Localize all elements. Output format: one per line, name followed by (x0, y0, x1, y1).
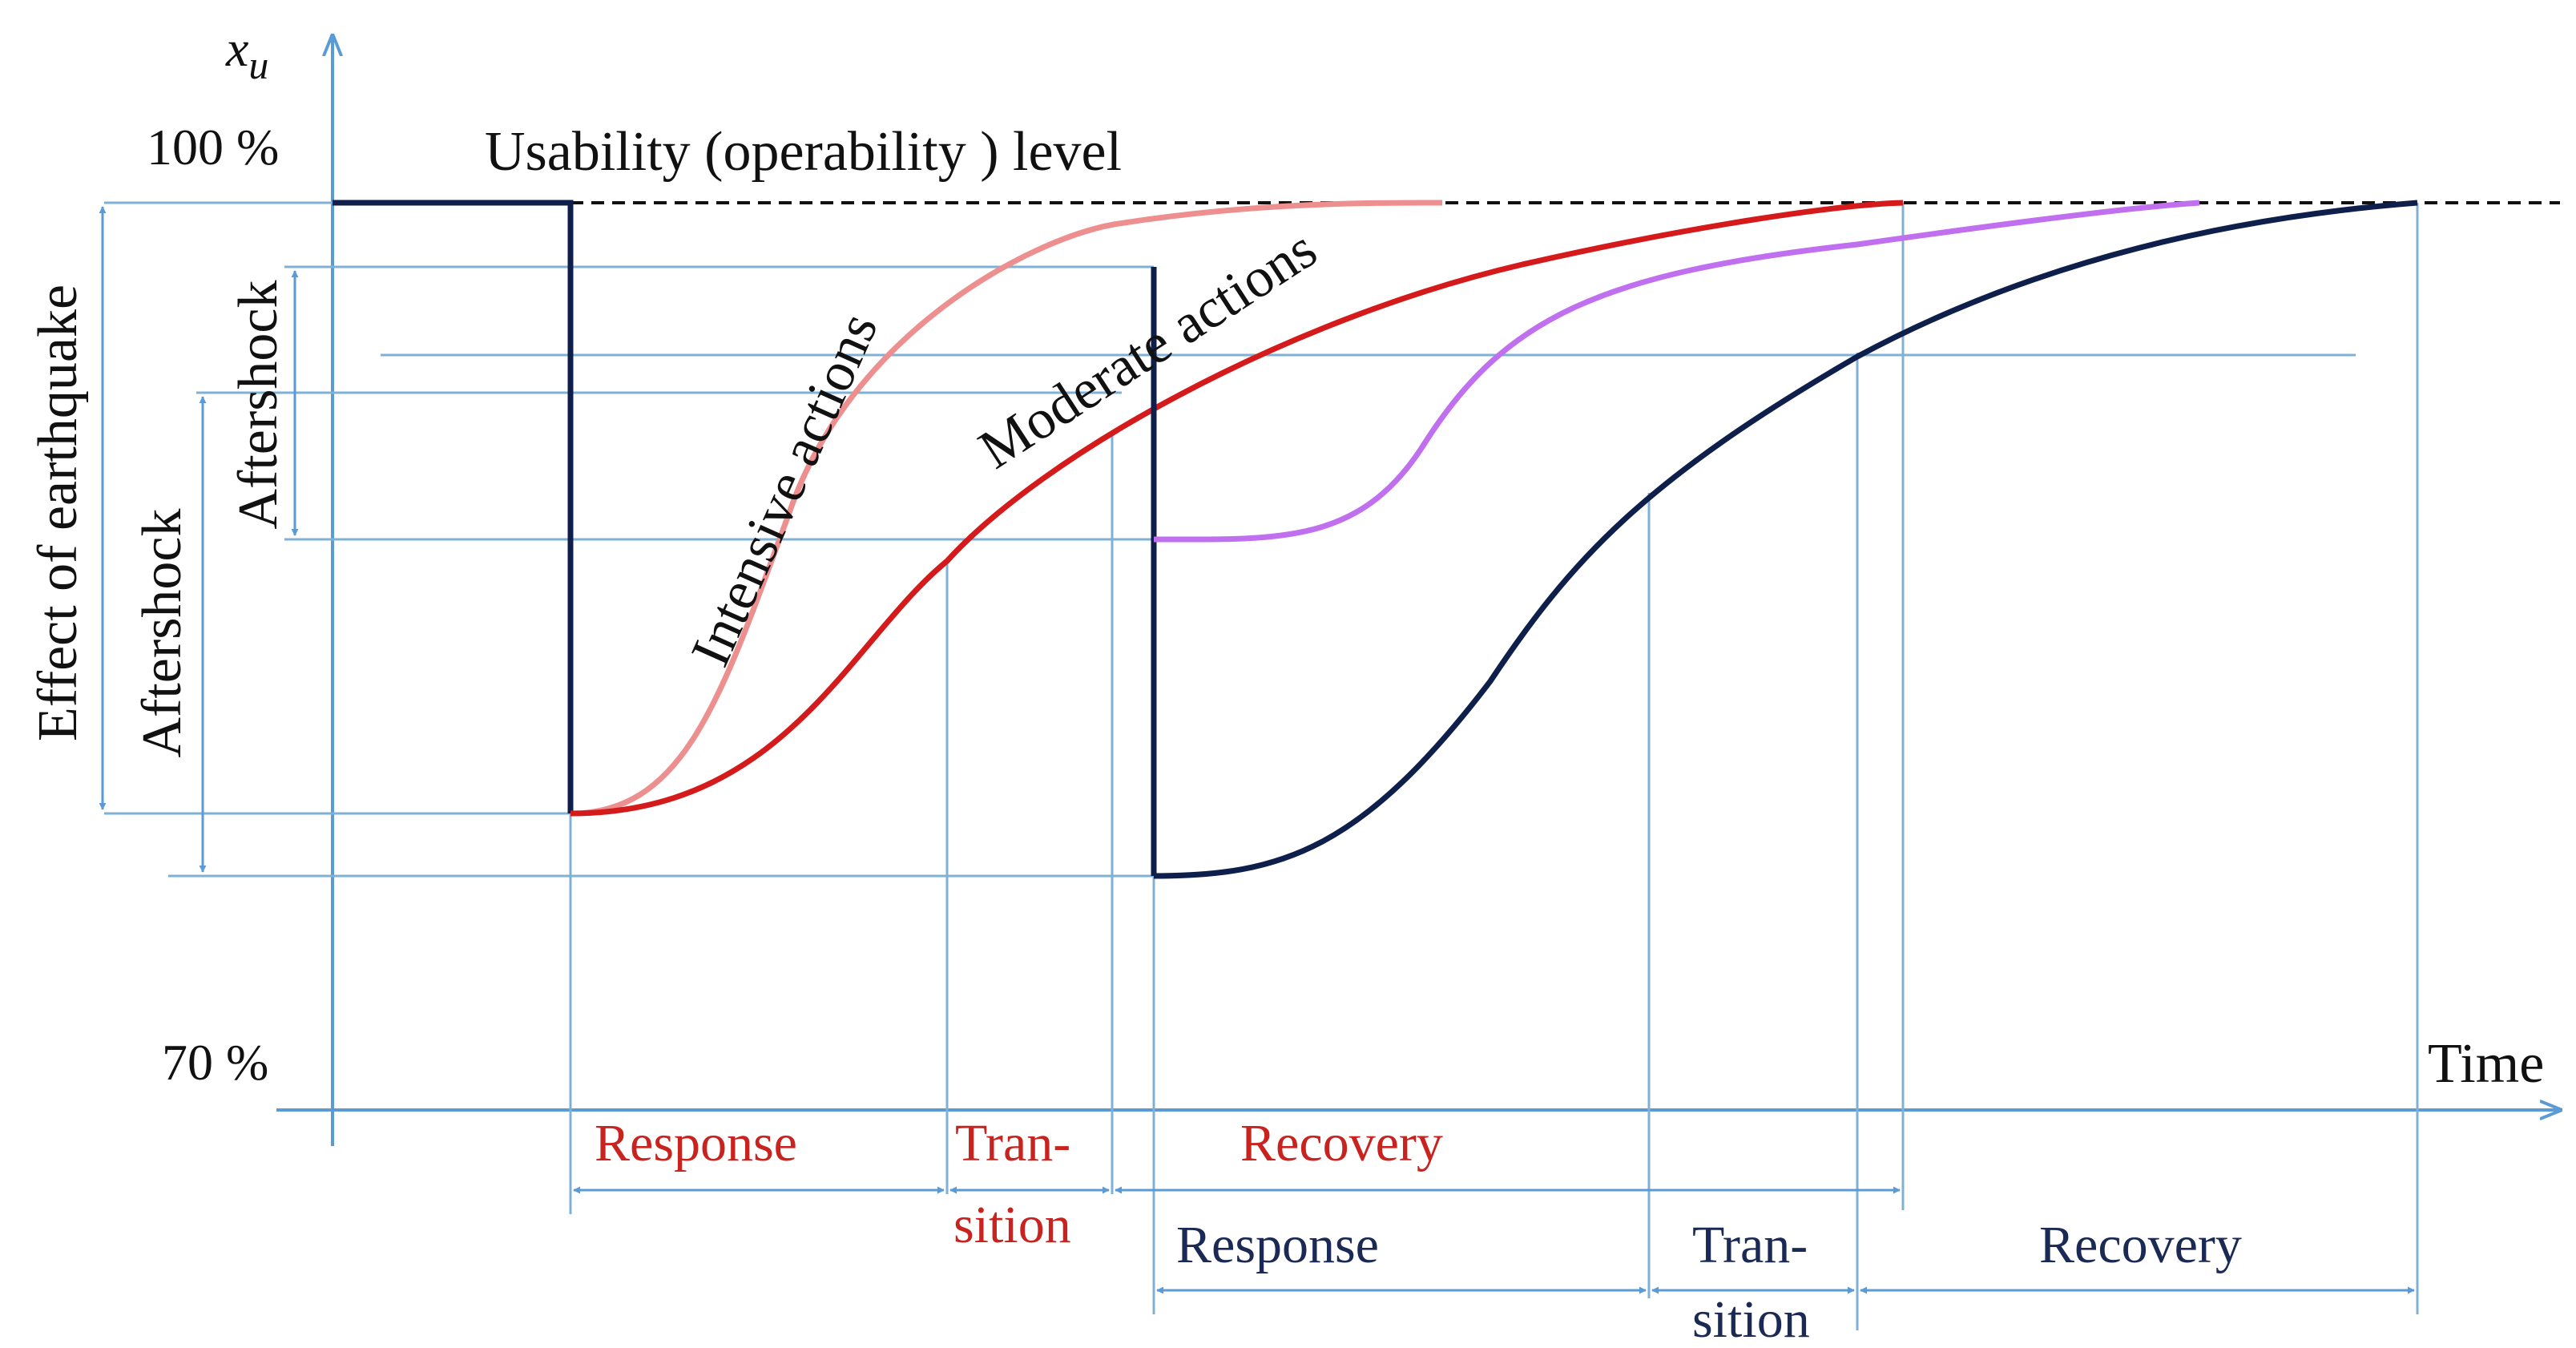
intensive-actions-label: Intensive actions (679, 304, 889, 675)
effect-of-earthquake-label: Effect of earthquake (27, 285, 89, 741)
lower-response-label: Response (1176, 1216, 1379, 1274)
vertical-guides (569, 203, 2419, 1330)
phase-arrows (573, 1186, 2415, 1294)
aftershock-moderate-curve (1153, 200, 2418, 879)
lower-transition-label-2: sition (1692, 1290, 1810, 1348)
aftershock-inner-label: Aftershock (228, 280, 289, 529)
y-bottom-label: 70 % (162, 1034, 268, 1091)
aftershock-outer-label: Aftershock (131, 508, 193, 757)
dimension-arrows (99, 206, 299, 873)
lower-transition-label-1: Tran- (1692, 1216, 1808, 1274)
lower-recovery-label: Recovery (2039, 1216, 2242, 1274)
horizontal-guides (104, 201, 2356, 878)
upper-recovery-label: Recovery (1240, 1114, 1443, 1172)
upper-transition-label-2: sition (953, 1196, 1071, 1254)
aftershock-intensive-curve (1153, 200, 2200, 543)
y-top-label: 100 % (147, 119, 279, 176)
intensive-actions-curve (570, 200, 1443, 817)
y-axis-label: xu (225, 20, 268, 87)
upper-transition-label-1: Tran- (955, 1114, 1070, 1172)
x-axis-label: Time (2428, 1033, 2544, 1095)
pre-earthquake-level-line (333, 200, 574, 813)
y-axis-label-subscript: u (248, 42, 268, 87)
upper-response-label: Response (595, 1114, 797, 1172)
moderate-actions-curve (570, 200, 1904, 817)
y-axis-label-main: x (225, 20, 248, 77)
usability-level-label: Usability (operability ) level (485, 121, 1122, 183)
